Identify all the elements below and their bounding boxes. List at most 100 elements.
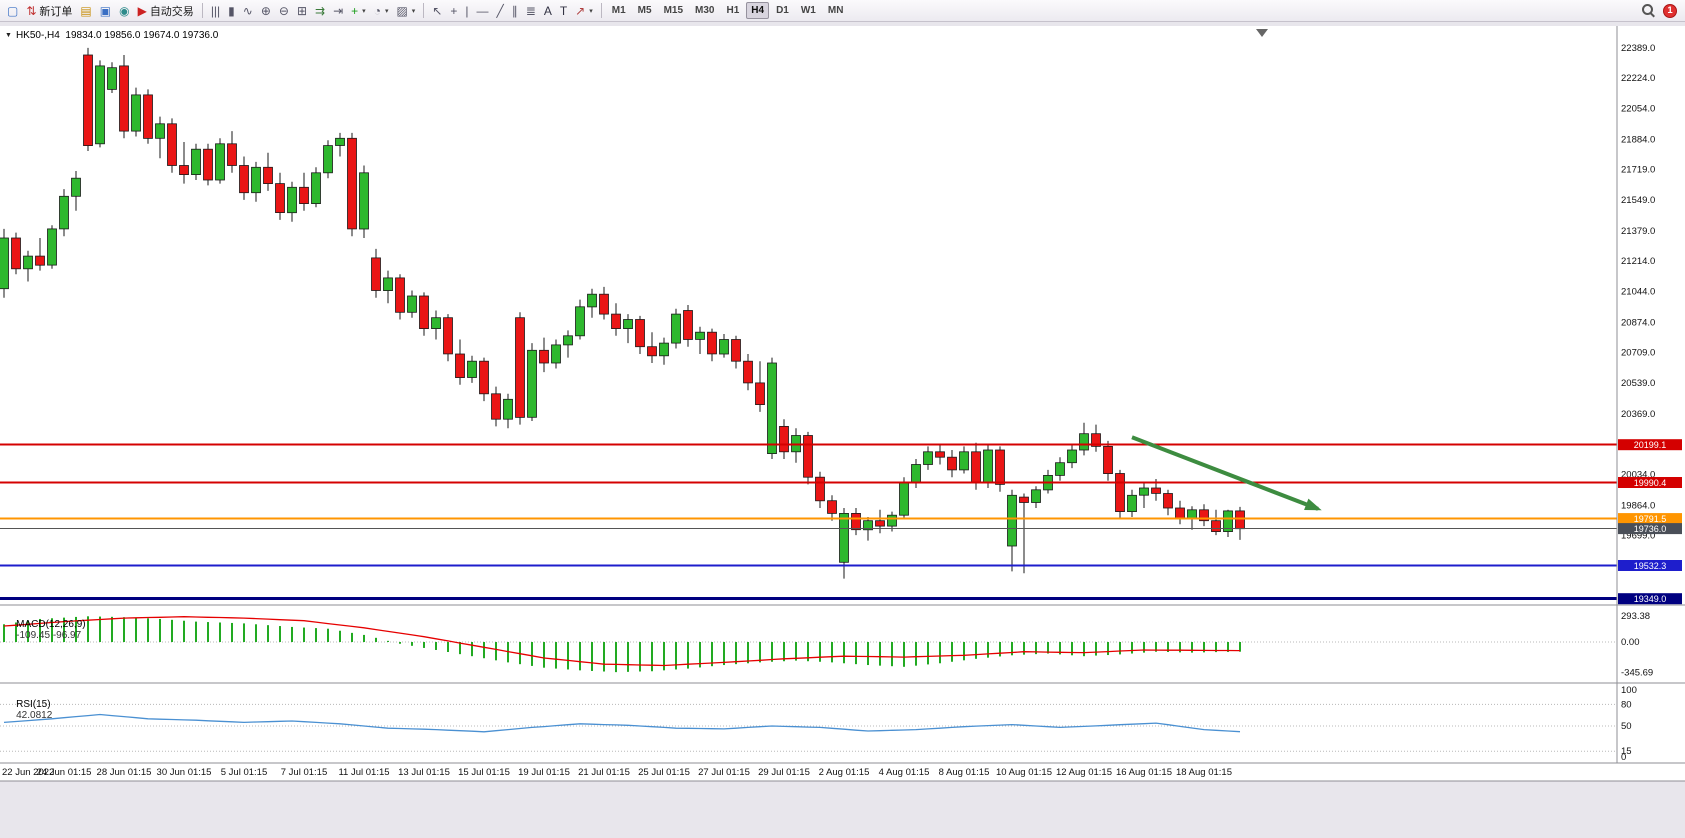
candle-body [71, 177, 81, 197]
candle-body [575, 306, 585, 337]
timeframe-w1-button[interactable]: W1 [796, 2, 821, 19]
toolbar-separator [201, 3, 203, 18]
templates-button[interactable]: ▨ ▾ [393, 2, 418, 20]
tile-windows-button[interactable]: ⊞ [294, 2, 310, 20]
indicators-button[interactable]: + ▾ [348, 2, 369, 20]
timeframe-h1-button[interactable]: H1 [721, 2, 744, 19]
candle-body [1007, 494, 1017, 547]
price-badge-label: 19736.0 [1634, 524, 1667, 534]
notification-badge[interactable]: 1 [1663, 3, 1677, 18]
price-badge-label: 19349.0 [1634, 594, 1667, 604]
arrows-button[interactable]: ↗ ▾ [572, 2, 596, 20]
candle-body [35, 255, 45, 266]
date-axis-label: 2 Aug 01:15 [819, 767, 870, 778]
new-chart-button[interactable]: ▢ [4, 2, 21, 20]
line-chart-button[interactable]: ∿ [240, 2, 256, 20]
timeframe-m5-button[interactable]: M5 [633, 2, 657, 19]
auto-scroll-button[interactable]: ⇉ [312, 2, 328, 20]
candle-body [1175, 507, 1185, 520]
trendline-icon: ╱ [496, 3, 504, 18]
candle-body [791, 435, 801, 453]
candle-body [119, 65, 129, 132]
toolbar-items: ▢ ⇅ 新订单 ▤ ▣ ◉ ▶ 自动交易 ||| ▮ ∿ ⊕ ⊖ ⊞ ⇉ ⇥ + ▾ ◔ ▾ ▨ ▾ ↖ + | — ╱ ∥ ≣ A T ↗ ▾… [3, 0, 849, 21]
candle-body [335, 137, 345, 146]
search-icon[interactable] [1642, 4, 1655, 17]
timeframe-m15-button[interactable]: M15 [659, 2, 688, 19]
crosshair-button[interactable]: + [447, 2, 460, 20]
candle-body [287, 186, 297, 214]
zoom-out-icon: ⊖ [278, 3, 289, 18]
price-axis-label: 21719.0 [1621, 164, 1655, 175]
price-badge [1618, 523, 1682, 535]
vertical-line-button[interactable]: | [462, 2, 471, 20]
crosshair-icon: + [450, 3, 458, 18]
candle-body [1235, 510, 1245, 530]
price-axis-label: 20874.0 [1621, 317, 1655, 328]
timeframe-h4-button[interactable]: H4 [746, 2, 770, 19]
macd-signal-line [3, 616, 1241, 667]
price-badge-label: 19990.4 [1634, 478, 1667, 488]
candle-body [995, 449, 1005, 485]
timeframe-m30-button[interactable]: M30 [690, 2, 719, 19]
bars-button[interactable]: ||| [208, 2, 223, 20]
trend-arrow-head [1304, 498, 1322, 511]
candles-button[interactable]: ▮ [225, 2, 238, 20]
new-order-button[interactable]: ⇅ 新订单 [23, 2, 75, 20]
date-axis-label: 22 Jun 2022 [2, 767, 54, 778]
periods-button[interactable]: ◔ ▾ [371, 2, 392, 20]
candle-body [863, 520, 873, 531]
chart-shift-marker[interactable] [1256, 29, 1268, 37]
candle-body [767, 362, 777, 454]
cursor-button[interactable]: ↖ [429, 2, 445, 20]
new-chart-icon: ▢ [7, 3, 19, 18]
timeframe-mn-button[interactable]: MN [823, 2, 849, 19]
horizontal-line-button[interactable]: — [474, 2, 492, 20]
profiles-button[interactable]: ▣ [97, 2, 114, 20]
candle-body [1079, 433, 1089, 451]
candle-body [443, 317, 453, 355]
candle-body [731, 339, 741, 362]
candle-body [47, 228, 57, 266]
autotrading-button[interactable]: ▶ 自动交易 [135, 2, 197, 20]
candle-body [131, 94, 141, 132]
charts-button[interactable]: ▤ [77, 2, 94, 20]
zoom-in-button[interactable]: ⊕ [258, 2, 274, 20]
zoom-out-button[interactable]: ⊖ [276, 2, 292, 20]
candle-body [527, 349, 537, 418]
tile-windows-icon: ⊞ [296, 3, 308, 18]
market-watch-icon: ◉ [119, 3, 130, 18]
candle-body [227, 143, 237, 166]
market-watch-button[interactable]: ◉ [116, 2, 132, 20]
chart-collapse-icon[interactable]: ▼ [5, 32, 12, 39]
candle-body [623, 319, 633, 330]
timeframe-d1-button[interactable]: D1 [771, 2, 794, 19]
candle-body [1199, 509, 1209, 522]
date-axis-label: 28 Jun 01:15 [97, 767, 152, 778]
channel-button[interactable]: ∥ [509, 2, 521, 20]
charts-icon: ▤ [80, 3, 92, 18]
timeframe-h1-button-label: H1 [726, 5, 740, 16]
candle-body [611, 313, 621, 330]
date-axis-label: 30 Jun 01:15 [157, 767, 212, 778]
text-button[interactable]: A [541, 2, 555, 20]
fibonacci-button[interactable]: ≣ [523, 2, 539, 20]
candle-body [143, 94, 153, 139]
price-badge [1618, 439, 1682, 451]
profiles-icon: ▣ [99, 3, 112, 18]
macd-axis-label: 293.38 [1621, 611, 1650, 622]
candle-body [491, 393, 501, 420]
new-order-button-label: 新订单 [39, 5, 73, 18]
timeframe-m1-button[interactable]: M1 [607, 2, 631, 19]
candle-body [275, 183, 285, 214]
candle-body [371, 257, 381, 291]
candle-body [323, 145, 333, 174]
trend-arrow[interactable] [1131, 435, 1319, 511]
candle-body [215, 143, 225, 181]
candle-body [239, 165, 249, 194]
trendline-button[interactable]: ╱ [494, 2, 507, 20]
chart-title: HK50-,H4 19834.0 19856.0 19674.0 19736.0 [15, 30, 219, 41]
chart-shift-button[interactable]: ⇥ [330, 2, 346, 20]
label-button[interactable]: T [557, 2, 570, 20]
date-axis-label: 4 Aug 01:15 [879, 767, 930, 778]
